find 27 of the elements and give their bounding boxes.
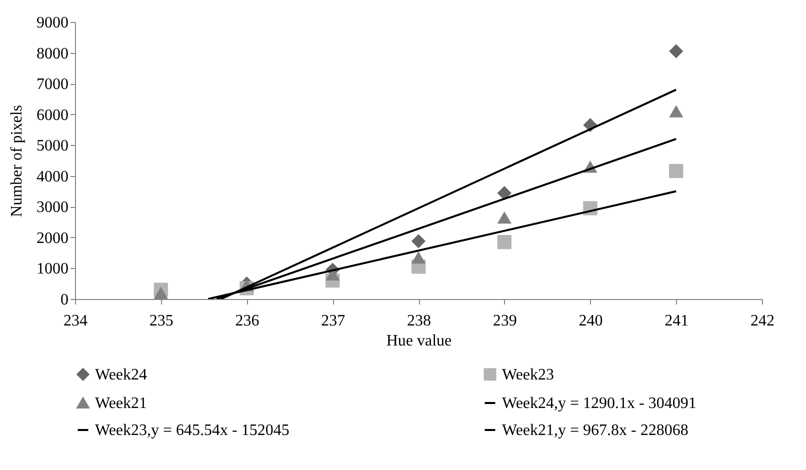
x-tick-label: 241 (664, 312, 689, 330)
legend-label: Week23,y = 645.54x - 152045 (95, 422, 290, 439)
y-tick-label: 1000 (36, 260, 68, 278)
y-axis-title: Number of pixels (8, 105, 26, 217)
y-tick-label: 2000 (36, 230, 68, 247)
legend-label: Week24 (95, 366, 148, 384)
x-tick-label: 235 (149, 312, 174, 330)
legend-label: Week24,y = 1290.1x - 304091 (502, 395, 696, 412)
x-tick-label: 242 (750, 312, 774, 330)
legend-label: Week21,y = 967.8x - 228068 (502, 422, 688, 439)
x-tick-label: 236 (235, 312, 260, 330)
x-tick-label: 238 (407, 312, 431, 330)
x-tick-label: 234 (64, 312, 88, 330)
x-tick-label: 240 (578, 312, 603, 330)
x-tick-label: 237 (321, 312, 346, 330)
y-tick-label: 8000 (36, 45, 68, 62)
y-tick-label: 9000 (36, 14, 68, 32)
x-tick-label: 239 (492, 312, 517, 330)
y-tick-label: 3000 (36, 199, 68, 216)
x-axis-title: Hue value (386, 332, 452, 350)
legend-label: Week21 (95, 395, 148, 412)
legend-label: Week23 (502, 366, 554, 384)
y-tick-label: 5000 (36, 138, 68, 155)
y-tick-label: 6000 (36, 106, 68, 124)
y-tick-label: 0 (60, 292, 68, 308)
y-tick-label: 4000 (36, 168, 68, 186)
y-tick-label: 7000 (36, 76, 68, 94)
